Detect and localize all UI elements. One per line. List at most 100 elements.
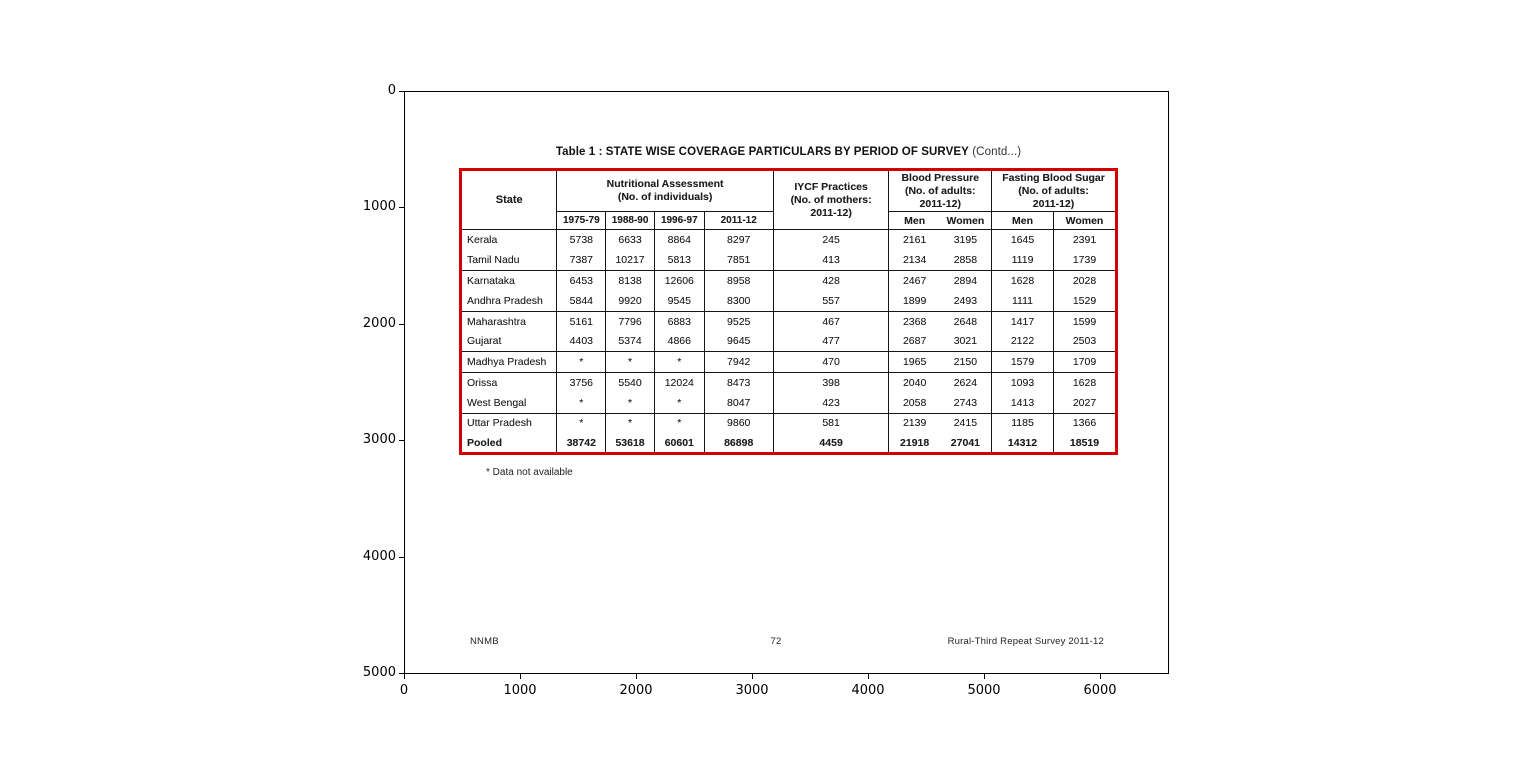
table-row: Gujarat 4403 5374 4866 9645 477 2687 3021 2122 25… (460, 331, 1117, 353)
value-cell: * (653, 392, 705, 414)
value-cell: 2894 (953, 274, 978, 287)
x-tick-label: 2000 (619, 683, 653, 698)
col-header-1975-79: 1975-79 (556, 211, 606, 230)
col-header-fbs-women: Women (1052, 211, 1117, 230)
table-body: Kerala 5738 6633 8864 8297 245 2161 3195 1645 239… (460, 229, 1117, 454)
bp-line1: Blood Pressure (901, 171, 980, 184)
value-cell: 86898 (703, 433, 774, 454)
state-cell: Kerala (467, 233, 498, 246)
value-cell: * (556, 351, 606, 373)
value-cell: 2687 (888, 331, 940, 353)
state-cell: Andhra Pradesh (460, 290, 557, 312)
y-tick-label: 3000 (362, 432, 396, 448)
value-cell: 9645 (703, 331, 774, 353)
value-cell: 2161 (888, 229, 940, 250)
value-cell: 7851 (703, 249, 774, 271)
y-tick-label: 2000 (362, 315, 396, 331)
value-cell: 1965 (888, 351, 940, 373)
y-tick-mark (399, 323, 404, 325)
table-title-main: Table 1 : STATE WISE COVERAGE PARTICULAR… (555, 146, 969, 158)
value-cell: 581 (772, 413, 889, 434)
y-tick-label: 5000 (362, 665, 396, 680)
value-cell: 8138 (605, 270, 655, 291)
value-cell: 12606 (653, 270, 705, 291)
value-cell: 1111 (991, 290, 1054, 312)
value-cell: 398 (772, 372, 889, 393)
value-cell: 7796 (605, 311, 655, 332)
value-cell: 6633 (605, 229, 655, 250)
value-cell: 5161 (556, 311, 606, 332)
y-tick-label: 1000 (362, 199, 396, 215)
col-header-blood-pressure: Blood Pressure (No. of adults: 2011-12) (888, 169, 992, 212)
value-cell: 27041 (950, 436, 980, 449)
state-cell: Karnataka (467, 274, 515, 287)
x-tick-mark (636, 674, 637, 679)
value-cell: 2150 (939, 351, 992, 373)
value-cell: 2040 (888, 372, 940, 393)
value-cell: 5813 (653, 249, 705, 271)
iycf-line1: IYCF Practices (794, 180, 868, 193)
col-header-fbs-men: Men (991, 211, 1054, 230)
y-tick-mark (399, 556, 404, 558)
state-cell: Uttar Pradesh (467, 417, 532, 430)
value-cell: 4459 (772, 433, 889, 454)
value-cell: * (605, 413, 655, 434)
value-cell: 428 (772, 270, 889, 291)
table-row: Pooled 38742 53618 60601 86898 4459 21918 27041… (461, 433, 1117, 454)
value-cell: 2503 (1052, 331, 1117, 353)
state-cell: Maharashtra (467, 315, 526, 328)
value-cell: 4403 (556, 331, 606, 353)
value-cell: 1579 (991, 351, 1054, 373)
col-header-state: State (460, 169, 557, 230)
x-tick-mark (1100, 674, 1101, 679)
value-cell: 38742 (556, 433, 606, 454)
value-cell: 1628 (1052, 372, 1117, 393)
page-number: 72 (770, 636, 782, 647)
value-cell: 2648 (953, 315, 978, 328)
value-cell: 6453 (556, 270, 606, 291)
table-row: Orissa 3756 5540 12024 8473 398 2040 2624 1093 16… (461, 372, 1117, 393)
value-cell: 60601 (653, 433, 705, 454)
bp-line2: (No. of adults: (904, 184, 976, 197)
nutritional-line1: Nutritional Assessment (606, 178, 724, 190)
value-cell: 2139 (888, 413, 940, 434)
value-cell: 1119 (991, 249, 1054, 271)
value-cell: 423 (772, 392, 889, 414)
value-cell: 1628 (991, 270, 1054, 291)
value-cell: 2493 (939, 290, 992, 312)
footer-survey-label: Rural-Third Repeat Survey 2011-12 (947, 636, 1104, 647)
value-cell: 470 (772, 351, 889, 373)
value-cell: 12024 (653, 372, 705, 393)
value-cell: 10217 (605, 249, 655, 271)
value-cell: 1599 (1052, 311, 1117, 332)
x-tick-label: 6000 (1083, 683, 1117, 698)
col-header-nutritional: Nutritional Assessment (No. of individua… (556, 169, 774, 212)
col-header-2011-12: 2011-12 (703, 211, 774, 230)
col-header-bp-men: Men (888, 211, 940, 230)
footnote: * Data not available (486, 467, 573, 478)
y-tick-mark (399, 673, 404, 674)
value-cell: 2134 (888, 249, 940, 271)
value-cell: 2624 (953, 376, 978, 389)
value-cell: 6883 (653, 311, 705, 332)
table-row: Karnataka 6453 8138 12606 8958 428 2467 2894 162… (461, 270, 1117, 291)
y-tick-mark (399, 440, 404, 442)
x-tick-mark (404, 674, 405, 679)
col-header-1988-90: 1988-90 (605, 211, 655, 230)
x-tick-mark (752, 674, 753, 679)
value-cell: 14312 (991, 433, 1054, 454)
fbs-line1: Fasting Blood Sugar (1002, 171, 1105, 184)
value-cell: 1739 (1052, 249, 1117, 271)
state-cell: Orissa (467, 376, 498, 389)
value-cell: 2415 (953, 417, 978, 430)
value-cell: 5844 (556, 290, 606, 312)
fbs-line2: (No. of adults: (1018, 184, 1089, 197)
value-cell: 2858 (939, 249, 992, 271)
value-cell: 467 (772, 311, 889, 332)
value-cell: 2368 (888, 311, 940, 332)
header-row-groups: State Nutritional Assessment (No. of ind… (460, 169, 1117, 230)
x-tick-label: 1000 (503, 683, 537, 698)
x-tick-mark (984, 674, 985, 679)
y-tick-label: 0 (387, 83, 396, 98)
x-tick-label: 0 (399, 683, 409, 698)
